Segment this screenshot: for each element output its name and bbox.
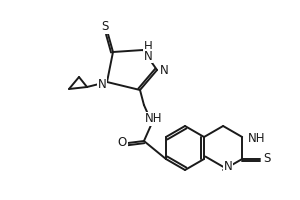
Text: S: S	[263, 152, 271, 166]
Text: N: N	[144, 49, 152, 62]
Text: S: S	[101, 21, 109, 33]
Text: NH: NH	[248, 132, 266, 146]
Text: O: O	[117, 136, 127, 148]
Text: N: N	[98, 77, 106, 90]
Text: N: N	[224, 160, 233, 173]
Text: N: N	[160, 64, 168, 76]
Text: NH: NH	[145, 112, 163, 126]
Text: H: H	[144, 40, 152, 53]
